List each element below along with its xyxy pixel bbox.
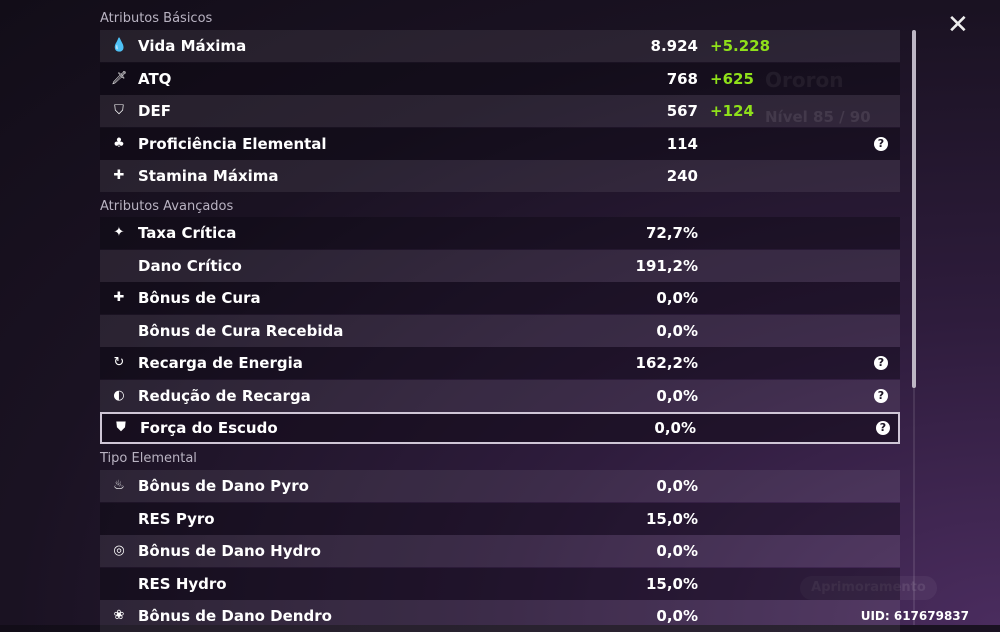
stat-label: ATQ [138,69,172,88]
stat-value: 15,0% [645,574,698,593]
stat-label: Recarga de Energia [138,354,303,372]
stat-value: 0,0% [656,289,698,307]
stat-row[interactable]: ✦ Taxa Crítica 72,7% [100,217,900,249]
elemental-mastery-icon: ♣ [113,135,125,151]
stat-row[interactable]: RES Hydro 15,0% [100,567,900,600]
bg-character-name: Ororon [765,68,844,92]
energy-recharge-icon: ↻ [113,355,125,370]
stat-label: Bônus de Cura Recebida [138,321,344,340]
stamina-icon: ✚ [113,168,125,183]
stat-value: 162,2% [635,354,698,372]
stat-value: 8.924 [650,37,698,55]
stat-label: RES Hydro [138,574,227,593]
stat-label: Bônus de Dano Pyro [138,477,309,495]
stat-row[interactable]: ◐ Redução de Recarga 0,0%? [100,379,900,412]
stat-label: Força do Escudo [140,419,278,437]
shield-icon: ⛉ [114,103,124,118]
stat-value: 0,0% [656,542,698,560]
stat-label: Proficiência Elemental [138,134,327,153]
stat-value: 0,0% [656,386,698,405]
stat-value: 72,7% [645,224,698,242]
stat-value: 567 [666,102,698,120]
stat-label: DEF [138,102,171,120]
stat-value: 240 [666,167,698,185]
stat-label: Taxa Crítica [138,224,237,242]
stat-row[interactable]: ❀ Bônus de Dano Dendro 0,0% [100,600,900,632]
help-icon[interactable]: ? [876,421,890,435]
help-icon[interactable]: ? [874,136,888,151]
stat-bonus: +124 [710,102,754,120]
stat-row[interactable]: 🗡 ATQ 768 +625 [100,62,900,95]
stat-label: Bônus de Dano Dendro [138,607,332,625]
stat-bonus: +625 [710,69,754,88]
stat-row[interactable]: ✚ Bônus de Cura 0,0% [100,282,900,314]
healing-cross-icon: ✚ [113,290,125,305]
stat-row[interactable]: ♨ Bônus de Dano Pyro 0,0% [100,470,900,502]
dendro-icon: ❀ [113,608,125,623]
stat-value: 0,0% [656,607,698,625]
stat-row[interactable]: ✚ Stamina Máxima 240 [100,160,900,192]
cd-reduction-icon: ◐ [113,387,125,403]
stat-label: Bônus de Cura [138,289,261,307]
stat-row[interactable]: ↻ Recarga de Energia 162,2%? [100,347,900,379]
stat-value: 191,2% [635,256,698,275]
stat-label: Bônus de Dano Hydro [138,542,321,560]
hydro-icon: ◎ [113,543,125,558]
stat-value: 15,0% [645,509,698,528]
stat-value: 0,0% [656,321,698,340]
section-elemental: Tipo Elemental [100,451,197,466]
stat-value: 0,0% [654,419,696,437]
upgrade-button[interactable]: Aprimoramento [800,576,937,600]
stat-label: Redução de Recarga [138,386,311,405]
stat-row[interactable]: ⛊ Força do Escudo 0,0%? [100,412,900,444]
crit-rate-icon: ✦ [113,225,125,240]
scrollbar-thumb[interactable] [912,30,916,388]
stat-row[interactable]: ⛉ DEF 567 +124 [100,95,900,127]
stat-row[interactable]: ♣ Proficiência Elemental 114? [100,127,900,160]
close-button[interactable]: ✕ [947,10,969,40]
stat-row[interactable]: 💧 Vida Máxima 8.924 +5.228 [100,30,900,62]
bg-level: Nível 85 / 90 [765,108,871,126]
stat-label: Stamina Máxima [138,167,279,185]
section-basic: Atributos Básicos [100,11,213,26]
stat-row[interactable]: Dano Crítico 191,2% [100,249,900,282]
pyro-icon: ♨ [113,478,125,493]
sword-icon: 🗡 [111,70,128,86]
stat-value: 768 [666,69,698,88]
hp-drop-icon: 💧 [111,38,128,53]
help-icon[interactable]: ? [874,388,888,403]
stat-row[interactable]: Bônus de Cura Recebida 0,0% [100,314,900,347]
stat-bonus: +5.228 [710,37,771,55]
shield-strength-icon: ⛊ [116,420,126,435]
uid-label: UID: 617679837 [860,609,969,623]
stat-label: Dano Crítico [138,256,242,275]
stat-row[interactable]: RES Pyro 15,0% [100,502,900,535]
stat-value: 0,0% [656,477,698,495]
stat-row[interactable]: ◎ Bônus de Dano Hydro 0,0% [100,535,900,567]
stat-label: RES Pyro [138,509,215,528]
stat-value: 114 [666,134,698,153]
section-advanced: Atributos Avançados [100,199,234,214]
stat-label: Vida Máxima [138,37,247,55]
help-icon[interactable]: ? [874,356,888,370]
